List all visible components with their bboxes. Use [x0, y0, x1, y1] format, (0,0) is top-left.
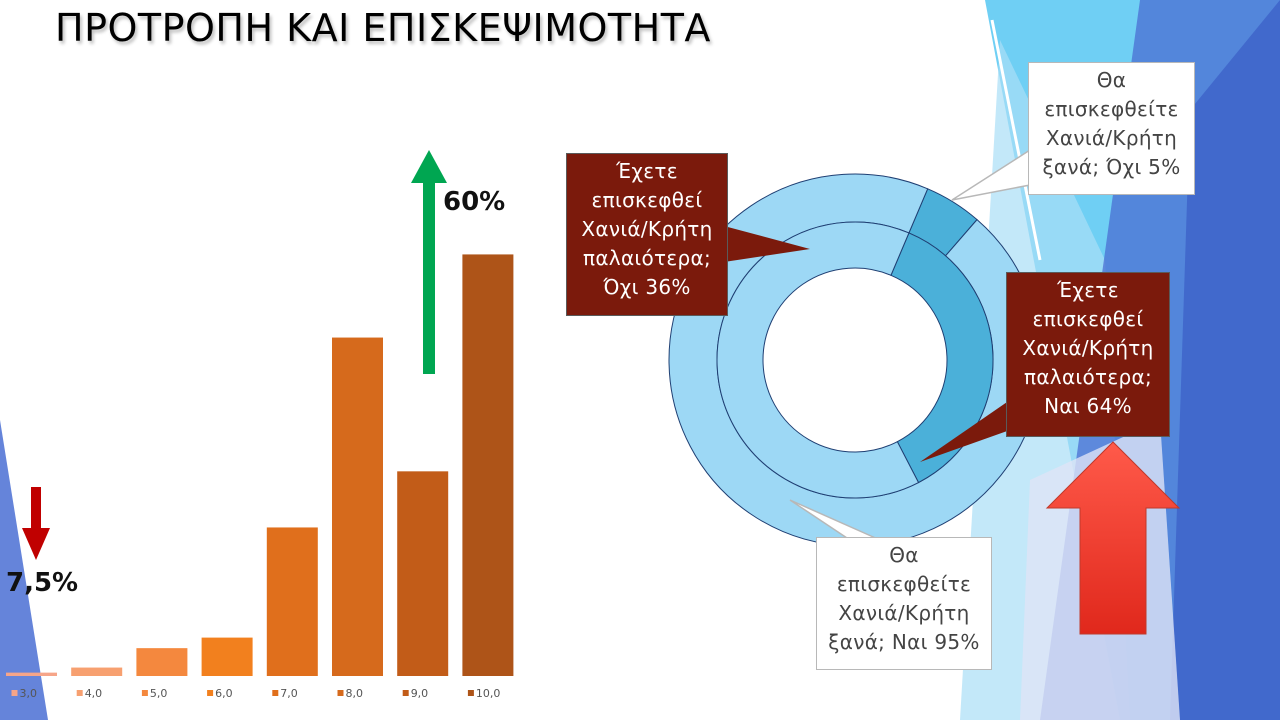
bar-5-0	[136, 648, 188, 676]
legend-label: 6,0	[215, 687, 233, 700]
up-arrow-shaft	[423, 182, 435, 374]
up-arrow	[411, 150, 447, 374]
high-share-label: 60%	[443, 187, 506, 217]
donut-ring2-slice-no	[890, 232, 994, 484]
legend-label: 5,0	[150, 687, 168, 700]
donut-ring2-slice-yes	[716, 221, 920, 499]
callout-line: Όχι 36%	[603, 275, 691, 299]
bar-9-0	[397, 471, 449, 676]
callout-revisit-no: Θα επισκεφθείτε Χανιά/Κρήτη ξανά; Όχι 5%	[1028, 62, 1195, 195]
callout-line: ξανά; Όχι 5%	[1042, 155, 1181, 179]
bg-left-wedge	[0, 420, 48, 720]
callout-line: επισκεφθεί	[1032, 307, 1144, 331]
bar-6-0	[201, 637, 253, 676]
callout-line: παλαιότερα;	[1023, 365, 1153, 389]
big-red-arrow	[1045, 441, 1181, 635]
callout-line: Χανιά/Κρήτη	[838, 601, 970, 625]
callout-line: Χανιά/Κρήτη	[581, 217, 713, 241]
down-arrow	[22, 487, 50, 560]
callout-pointer-again-no	[951, 148, 1031, 201]
bar-8-0	[332, 337, 383, 676]
down-arrow-head	[22, 528, 50, 560]
legend-label: 3,0	[20, 687, 38, 700]
legend-swatch	[337, 690, 344, 696]
bar-7-0	[266, 527, 318, 676]
callout-line: επισκεφθείτε	[1044, 97, 1179, 121]
bar-series	[6, 254, 514, 676]
callout-line: παλαιότερα;	[582, 246, 712, 270]
callout-line: Θα	[1096, 68, 1127, 92]
low-share-label: 7,5%	[6, 568, 79, 598]
legend-label: 8,0	[346, 687, 364, 700]
bar-10-0	[462, 254, 514, 676]
bg-mid-band	[1170, 0, 1280, 720]
donut-rings	[668, 173, 1042, 547]
callout-line: Ναι 64%	[1044, 394, 1132, 418]
callout-line: Χανιά/Κρήτη	[1045, 126, 1178, 150]
callout-pointer-past-no	[724, 226, 810, 262]
callout-line: ξανά; Ναι 95%	[828, 630, 980, 654]
callout-line: Έχετε	[1057, 278, 1119, 302]
legend-swatch	[272, 690, 279, 696]
legend-swatch	[76, 690, 83, 696]
slide-title: ΠΡΟΤΡΟΠΗ ΚΑΙ ΕΠΙΣΚΕΨΙΜΟΤΗΤΑ	[55, 6, 711, 50]
legend-label: 9,0	[411, 687, 429, 700]
legend-label: 4,0	[85, 687, 103, 700]
bar-3-0	[6, 672, 57, 676]
chart-legend: 3,0 4,0 5,0 6,0 7,0 8,0 9,0 10,0	[11, 687, 501, 700]
callout-pointer-past-yes	[920, 400, 1010, 462]
legend-swatch	[467, 690, 474, 696]
callout-past-visit-no: Έχετε επισκεφθεί Χανιά/Κρήτη παλαιότερα; Όχι…	[566, 153, 728, 316]
callout-past-visit-yes: Έχετε επισκεφθεί Χανιά/Κρήτη παλαιότερα; Ναι…	[1006, 272, 1170, 437]
legend-swatch	[11, 690, 18, 696]
bg-thin-line	[990, 19, 1042, 261]
down-arrow-shaft	[31, 487, 41, 529]
callout-line: Θα	[889, 543, 919, 567]
callout-line: επισκεφθεί	[591, 188, 703, 212]
callout-line: Χανιά/Κρήτη	[1022, 336, 1154, 360]
callout-revisit-yes: Θα επισκεφθείτε Χανιά/Κρήτη ξανά; Ναι 95%	[816, 537, 992, 670]
callout-line: επισκεφθείτε	[836, 572, 972, 596]
bar-4-0	[71, 667, 123, 676]
callout-line: Έχετε	[616, 159, 678, 183]
legend-swatch	[141, 690, 148, 696]
legend-swatch	[207, 690, 214, 696]
legend-label: 10,0	[476, 687, 501, 700]
legend-label: 7,0	[280, 687, 298, 700]
up-arrow-head	[411, 150, 447, 183]
legend-swatch	[402, 690, 409, 696]
